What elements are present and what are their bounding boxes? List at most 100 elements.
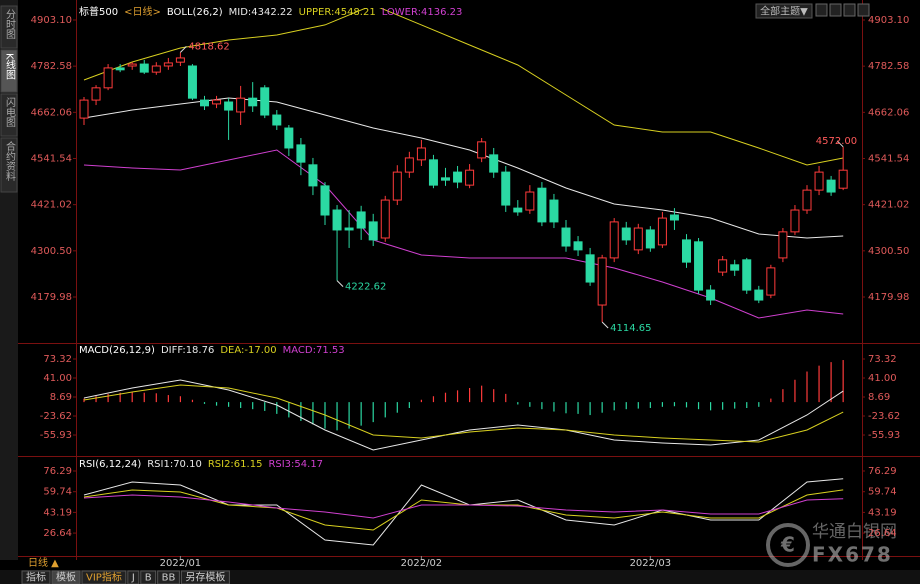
bottom-tab-label[interactable]: BB [162, 573, 176, 584]
y-tick-label: 4782.58 [868, 61, 909, 72]
panel-frame [18, 0, 920, 560]
y-tick-label: 4541.54 [31, 153, 72, 164]
theme-button-label[interactable]: 全部主题▼ [760, 5, 808, 18]
y-tick-label: 4179.98 [868, 292, 909, 303]
indicator-line [83, 8, 844, 166]
bottom-tab[interactable] [140, 570, 157, 584]
y-tick-label: 26.64 [43, 528, 72, 539]
bottom-tab[interactable] [157, 570, 180, 584]
y-tick-label: 4541.54 [868, 153, 909, 164]
candle-body [682, 239, 691, 263]
y-tick-label: 76.29 [43, 466, 72, 477]
candle-body [260, 87, 270, 116]
y-tick-label: 43.19 [43, 507, 72, 518]
period-toggle[interactable]: 日线 ▲ [28, 556, 59, 569]
candle-body [706, 289, 716, 301]
bottom-tab-label[interactable]: 另存模板 [185, 571, 225, 584]
annotation-pointer [836, 140, 844, 148]
watermark-logo-mark: € [780, 533, 795, 557]
candle-body [392, 171, 402, 201]
candle-body [296, 144, 306, 163]
watermark: € 华通白银网 FX678 [766, 522, 897, 567]
legend-entry: RSI3:54.17 [268, 459, 323, 470]
indicator-line [83, 494, 844, 519]
candle-body [224, 101, 234, 111]
icon[interactable] [815, 3, 828, 17]
y-tick-label: 59.74 [868, 487, 897, 498]
annotation-label: 4114.65 [610, 323, 651, 334]
candle-body [441, 177, 450, 181]
candle-body [404, 157, 414, 173]
side-tab[interactable] [0, 5, 18, 49]
legend-entry: MACD:71.53 [283, 345, 345, 356]
y-tick-label: 4421.02 [31, 200, 72, 211]
legend-entry: LOWER:4136.23 [382, 7, 463, 18]
candle-body [802, 189, 812, 211]
candle-body [525, 191, 535, 211]
legend-entry: RSI2:61.15 [208, 459, 263, 470]
y-tick-label: -23.62 [868, 411, 900, 422]
bottom-tab[interactable] [81, 570, 127, 584]
bottom-tab-label[interactable]: 指标 [26, 571, 46, 584]
annotation-pointer [336, 280, 344, 288]
bottom-tab-label[interactable]: B [145, 573, 152, 584]
y-tick-label: 26.64 [868, 528, 897, 539]
side-tab[interactable] [0, 93, 18, 137]
chart-title: 标普500 [79, 5, 118, 18]
side-tab-label[interactable]: K线图 [4, 53, 16, 80]
bottom-bar [0, 570, 920, 584]
icon[interactable] [829, 3, 842, 17]
legend-entry: RSI1:70.10 [147, 459, 202, 470]
candle-body [465, 169, 475, 186]
y-tick-label: 59.74 [43, 487, 72, 498]
bottom-tab-label[interactable]: 模板 [56, 571, 76, 584]
bottom-tab-label[interactable]: J [131, 573, 135, 584]
side-tab-label[interactable]: 分时图 [4, 9, 16, 40]
candle-body [308, 164, 318, 187]
indicator-label: BOLL(26,2) [167, 7, 223, 18]
side-tab[interactable] [0, 137, 18, 193]
candle-body [730, 264, 740, 271]
y-tick-label: 4421.02 [868, 200, 909, 211]
theme-button[interactable] [755, 3, 813, 19]
candle-body [826, 179, 836, 193]
candle-body [428, 159, 438, 186]
y-tick-label: 4903.10 [31, 15, 72, 26]
icon[interactable] [857, 3, 870, 17]
side-tab-label[interactable]: 合约资料 [4, 140, 16, 182]
candle-body [513, 207, 523, 213]
y-tick-label: 4782.58 [31, 61, 72, 72]
y-tick-label: 4662.06 [868, 107, 909, 118]
bottom-tab[interactable] [21, 570, 51, 584]
y-tick-label: 43.19 [868, 507, 897, 518]
watermark-logo: FX678 [812, 543, 893, 567]
x-tick-label: 2022/01 [160, 558, 202, 569]
candle-body [163, 62, 173, 67]
candle-body [139, 63, 149, 73]
annotation-label: 4572.00 [816, 136, 857, 147]
bottom-tab[interactable] [180, 570, 230, 584]
side-tab[interactable] [0, 49, 18, 93]
icon[interactable] [843, 3, 856, 17]
bottom-tab[interactable] [51, 570, 81, 584]
y-tick-label: 4662.06 [31, 107, 72, 118]
candle-body [657, 217, 667, 246]
y-tick-label: 73.32 [868, 354, 897, 365]
candle-body [248, 97, 258, 107]
x-tick-label: 2022/02 [401, 558, 443, 569]
annotation-label: 4222.62 [345, 282, 386, 293]
legend-entry: DEA:-17.00 [220, 345, 276, 356]
candle-body [537, 187, 547, 223]
candle-body [501, 171, 511, 206]
x-tick-label: 2022/03 [630, 558, 672, 569]
side-tab-label[interactable]: 闪电图 [4, 96, 16, 128]
y-tick-label: 41.00 [868, 373, 897, 384]
bottom-tab[interactable] [127, 570, 140, 584]
bottom-tab-label[interactable]: VIP指标 [86, 571, 122, 584]
candle-body [356, 211, 366, 229]
candle-body [332, 209, 342, 231]
annotation-pointer [180, 45, 187, 53]
